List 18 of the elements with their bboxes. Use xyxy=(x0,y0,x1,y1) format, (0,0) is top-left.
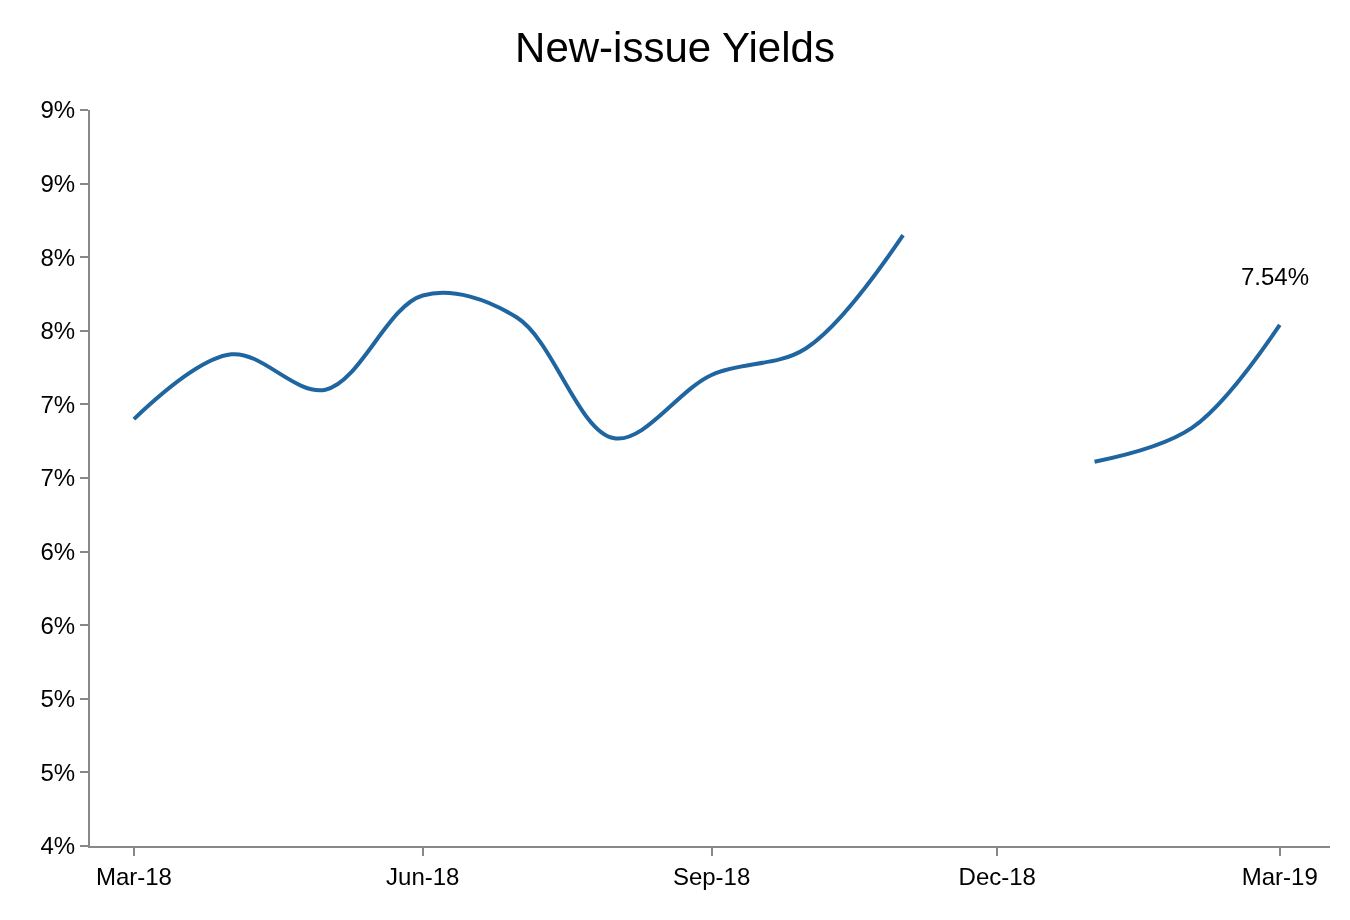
y-tick-label: 4% xyxy=(40,832,76,860)
y-tick-label: 5% xyxy=(40,685,76,713)
annotation: 7.54% xyxy=(1241,263,1310,290)
y-tick-label: 6% xyxy=(40,538,76,565)
y-tick-label: 9% xyxy=(40,96,76,124)
y-tick-label: 6% xyxy=(40,611,76,639)
x-tick-label: Jun-18 xyxy=(386,862,460,890)
chart-title: New-issue Yields xyxy=(515,23,835,71)
y-tick-label: 7% xyxy=(40,390,76,418)
x-tick-label: Mar-19 xyxy=(1241,862,1318,890)
x-tick-label: Sep-18 xyxy=(672,862,751,890)
y-tick-label: 5% xyxy=(40,758,76,786)
x-tick-label: Dec-18 xyxy=(958,862,1036,890)
y-tick-label: 9% xyxy=(40,170,76,197)
x-tick-label: Mar-18 xyxy=(95,862,172,890)
y-tick-label: 7% xyxy=(40,464,76,492)
y-tick-label: 8% xyxy=(40,243,76,271)
y-tick-label: 8% xyxy=(40,317,76,345)
